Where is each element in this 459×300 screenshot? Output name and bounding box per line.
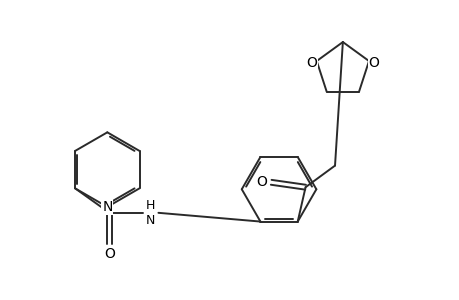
Text: N: N bbox=[102, 200, 112, 214]
Text: O: O bbox=[104, 247, 115, 261]
Text: O: O bbox=[306, 56, 317, 70]
Text: O: O bbox=[255, 175, 266, 189]
Text: O: O bbox=[368, 56, 379, 70]
Text: H
N: H N bbox=[146, 199, 155, 227]
